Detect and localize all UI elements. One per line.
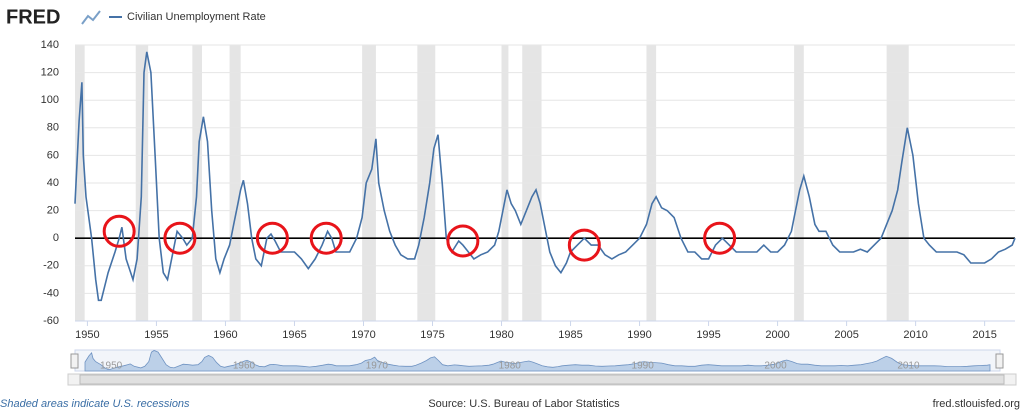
legend-label: Civilian Unemployment Rate [127, 11, 266, 23]
x-tick-label: 2015 [972, 329, 996, 341]
brand-logo[interactable]: FRED [6, 6, 60, 28]
x-tick-label: 1990 [627, 329, 651, 341]
y-tick-label: 20 [47, 205, 59, 217]
navigator-label: 2000 [764, 361, 787, 372]
highlight-circle [163, 221, 197, 255]
y-tick-label: 100 [41, 94, 59, 106]
x-tick-label: 1950 [75, 329, 99, 341]
y-tick-label: 120 [41, 67, 59, 79]
x-tick-label: 1960 [213, 329, 237, 341]
highlight-circle [255, 221, 289, 255]
navigator-label: 1980 [499, 361, 522, 372]
footer-site: fred.stlouisfed.org [933, 398, 1020, 410]
logo-icon [81, 10, 101, 25]
navigator-label: 1960 [233, 361, 256, 372]
x-tick-label: 1955 [144, 329, 168, 341]
y-tick-label: -60 [43, 315, 59, 327]
highlight-circle [703, 221, 737, 255]
navigator-label: 1990 [632, 361, 655, 372]
navigator-label: 1950 [100, 361, 123, 372]
x-tick-label: 1965 [282, 329, 306, 341]
x-tick-label: 1980 [489, 329, 513, 341]
x-tick-label: 2000 [765, 329, 789, 341]
y-tick-label: 80 [47, 122, 59, 134]
footer-note: Shaded areas indicate U.S. recessions [0, 398, 190, 410]
highlight-circle [102, 214, 136, 248]
x-tick-label: 2005 [834, 329, 858, 341]
x-tick-label: 1995 [696, 329, 720, 341]
footer-source: Source: U.S. Bureau of Labor Statistics [428, 398, 620, 410]
navigator-handle [995, 353, 1004, 369]
navigator-handle [70, 353, 79, 369]
highlight-circle [446, 224, 480, 258]
navigator-line [84, 350, 991, 372]
y-tick-label: 140 [41, 39, 59, 51]
scrollbar-thumb [79, 374, 1005, 385]
x-tick-label: 2010 [903, 329, 927, 341]
navigator-label: 1970 [366, 361, 389, 372]
y-tick-label: -20 [43, 260, 59, 272]
series-line [74, 51, 1016, 302]
y-tick-label: -40 [43, 287, 59, 299]
highlight-circle [567, 228, 601, 262]
x-tick-label: 1985 [558, 329, 582, 341]
y-tick-label: 60 [47, 149, 59, 161]
x-tick-label: 1970 [351, 329, 375, 341]
highlight-circle [309, 221, 343, 255]
y-tick-label: 0 [53, 232, 59, 244]
x-tick-label: 1975 [420, 329, 444, 341]
navigator-label: 2010 [897, 361, 920, 372]
y-tick-label: 40 [47, 177, 59, 189]
